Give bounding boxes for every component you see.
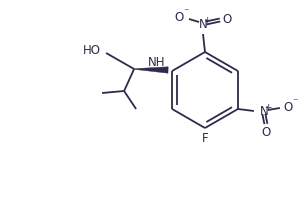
Text: NH: NH	[148, 55, 166, 69]
Text: +: +	[264, 103, 272, 111]
Text: +: +	[203, 15, 211, 25]
Text: ⁻: ⁻	[183, 7, 189, 17]
Text: N: N	[259, 105, 268, 117]
Text: O: O	[174, 10, 184, 24]
Text: F: F	[202, 131, 208, 145]
Text: O: O	[261, 126, 271, 138]
Text: O: O	[222, 12, 232, 26]
Text: N: N	[199, 17, 207, 30]
Polygon shape	[134, 67, 168, 73]
Text: HO: HO	[83, 44, 101, 56]
Text: ⁻: ⁻	[292, 97, 298, 107]
Text: O: O	[283, 101, 293, 113]
